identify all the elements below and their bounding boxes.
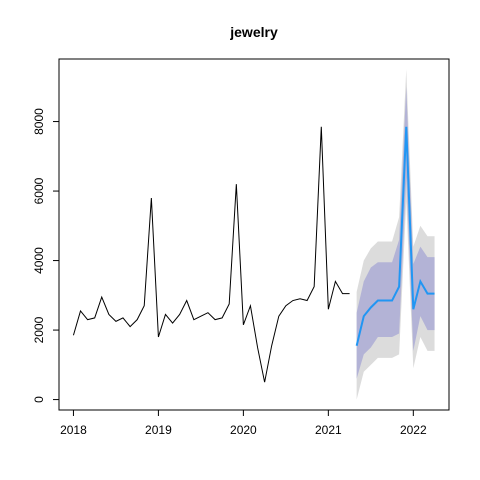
y-tick-label: 4000	[32, 247, 46, 274]
y-axis: 0 2000 4000 6000 8000	[32, 108, 60, 403]
y-tick-label: 0	[32, 396, 46, 403]
history-line	[72, 126, 350, 383]
y-tick-label: 2000	[32, 316, 46, 343]
x-tick-label: 2021	[315, 423, 342, 437]
y-tick-label: 6000	[32, 177, 46, 204]
chart-title: jewelry	[229, 24, 278, 40]
x-tick-label: 2018	[60, 423, 87, 437]
x-tick-label: 2019	[145, 423, 172, 437]
x-tick-label: 2020	[230, 423, 257, 437]
forecast-line	[355, 126, 435, 346]
series-lines	[72, 126, 435, 383]
x-axis: 2018 2019 2020 2021 2022	[60, 409, 427, 437]
x-tick-label: 2022	[400, 423, 427, 437]
y-tick-label: 8000	[32, 108, 46, 135]
